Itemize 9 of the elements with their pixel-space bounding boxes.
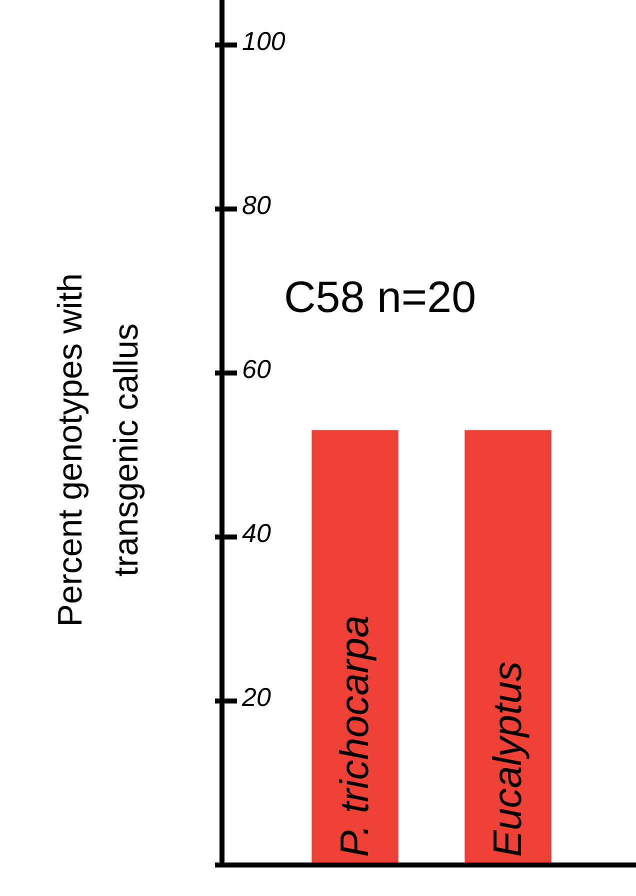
y-axis-title: Percent genotypes with transgenic callus xyxy=(51,273,146,627)
y-tick-label: 40 xyxy=(242,518,272,548)
x-tick-label: P. trichocarpa xyxy=(333,615,378,857)
y-tick-label: 80 xyxy=(242,190,272,220)
x-tick-label: Eucalyptus xyxy=(486,661,530,857)
y-tick-label: 100 xyxy=(242,26,286,56)
y-tick-label: 60 xyxy=(242,354,272,384)
annotation: C58 n=20 xyxy=(284,273,476,322)
y-tick-label: 20 xyxy=(241,682,272,712)
